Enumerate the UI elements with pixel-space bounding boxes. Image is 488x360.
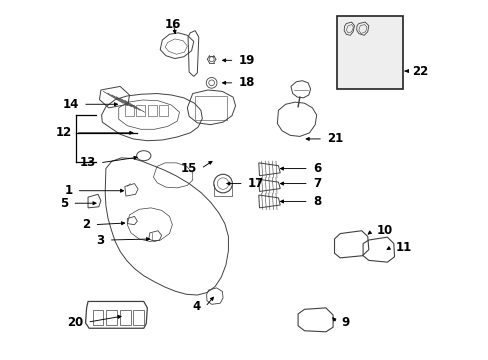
Bar bbox=[337, 16, 403, 89]
Text: 17: 17 bbox=[247, 177, 264, 190]
Text: 20: 20 bbox=[67, 316, 83, 329]
Text: 18: 18 bbox=[238, 76, 255, 89]
Text: 6: 6 bbox=[312, 162, 321, 175]
Text: 19: 19 bbox=[238, 54, 255, 67]
Text: 21: 21 bbox=[326, 132, 343, 145]
Bar bbox=[133, 310, 144, 325]
Bar bbox=[124, 105, 134, 116]
Text: 1: 1 bbox=[64, 184, 72, 197]
Bar bbox=[136, 105, 145, 116]
Text: 16: 16 bbox=[164, 18, 181, 31]
Bar bbox=[159, 105, 168, 116]
Bar bbox=[106, 310, 117, 325]
Text: 15: 15 bbox=[180, 162, 196, 175]
Text: 7: 7 bbox=[312, 177, 321, 190]
Bar bbox=[195, 96, 226, 120]
Text: 5: 5 bbox=[60, 197, 68, 210]
Text: 3: 3 bbox=[96, 234, 104, 247]
Text: 11: 11 bbox=[394, 240, 411, 254]
Text: 13: 13 bbox=[79, 156, 95, 169]
Bar bbox=[93, 310, 103, 325]
Text: 9: 9 bbox=[341, 316, 349, 329]
Text: 4: 4 bbox=[192, 300, 201, 313]
Bar bbox=[120, 310, 130, 325]
Text: 14: 14 bbox=[62, 98, 79, 111]
Bar bbox=[147, 105, 156, 116]
Text: 2: 2 bbox=[82, 218, 90, 231]
Text: 12: 12 bbox=[55, 126, 71, 139]
Text: 22: 22 bbox=[411, 64, 428, 77]
Text: 8: 8 bbox=[312, 195, 321, 208]
Text: 10: 10 bbox=[376, 224, 392, 237]
